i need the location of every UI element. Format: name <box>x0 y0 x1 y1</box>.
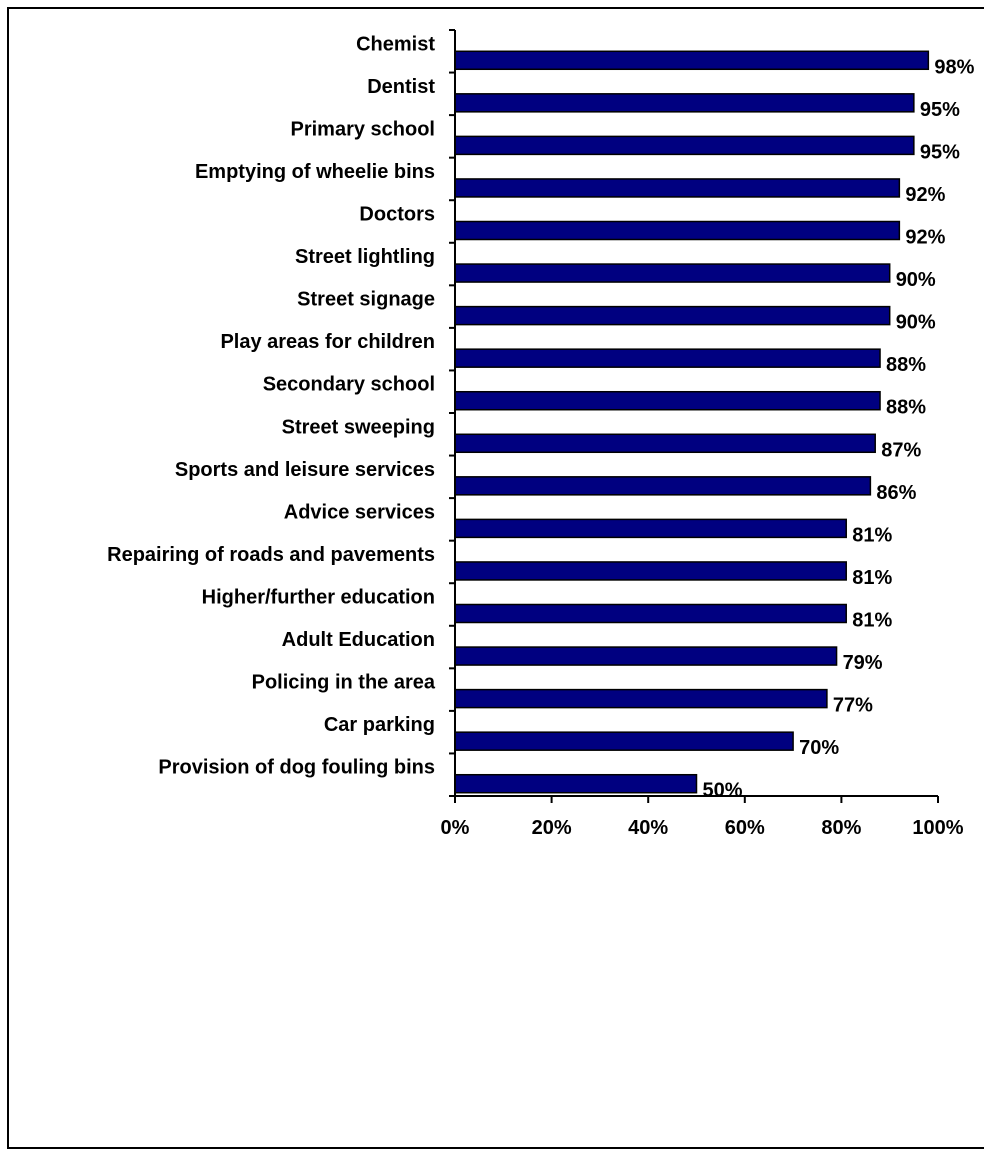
bar <box>454 646 838 666</box>
bar <box>454 773 698 794</box>
category-label: Primary school <box>290 118 435 140</box>
data-label: 95% <box>920 99 960 121</box>
data-label: 90% <box>896 312 936 334</box>
category-label: Chemist <box>356 33 435 55</box>
bar <box>454 220 901 241</box>
x-tick-label: 60% <box>725 817 765 839</box>
data-label: 88% <box>886 397 926 419</box>
category-label: Street signage <box>297 289 435 311</box>
bar <box>454 561 847 581</box>
x-tick-label: 80% <box>821 817 861 839</box>
bar <box>454 93 915 113</box>
bar <box>454 135 915 156</box>
data-label: 92% <box>905 227 945 249</box>
category-label: Secondary school <box>263 374 435 396</box>
x-tick-label: 0% <box>441 817 470 839</box>
category-label: Street lightling <box>295 246 435 268</box>
x-tick-label: 40% <box>628 817 668 839</box>
data-label: 88% <box>886 354 926 376</box>
data-label: 77% <box>833 695 873 717</box>
axes-group <box>449 29 939 803</box>
category-label: Dentist <box>367 76 435 98</box>
category-label: Emptying of wheelie bins <box>195 161 435 183</box>
bar <box>454 390 881 411</box>
data-label: 87% <box>881 439 921 461</box>
data-label: 92% <box>905 184 945 206</box>
bar <box>454 305 891 326</box>
data-label: 81% <box>852 567 892 589</box>
data-label: 86% <box>876 482 916 504</box>
category-label: Higher/further education <box>202 587 435 609</box>
bar <box>454 433 876 454</box>
data-label: 79% <box>843 652 883 674</box>
x-tick-label: 100% <box>912 817 963 839</box>
bar <box>454 178 901 198</box>
category-label: Car parking <box>324 714 435 736</box>
bar <box>454 731 794 751</box>
data-label: 81% <box>852 524 892 546</box>
data-label: 98% <box>934 56 974 78</box>
category-label: Play areas for children <box>220 331 435 353</box>
data-label: 95% <box>920 141 960 163</box>
category-label: Repairing of roads and pavements <box>107 544 435 566</box>
category-label: Policing in the area <box>252 672 436 694</box>
bar <box>454 688 828 709</box>
category-label: Advice services <box>284 501 435 523</box>
category-label: Sports and leisure services <box>175 459 435 481</box>
x-tick-label: 20% <box>532 817 572 839</box>
bar <box>454 518 847 539</box>
bar <box>454 263 891 283</box>
category-label: Provision of dog fouling bins <box>158 757 435 779</box>
category-label: Adult Education <box>282 629 435 651</box>
data-label: 50% <box>703 780 743 802</box>
bar <box>454 348 881 368</box>
category-label: Doctors <box>359 204 435 226</box>
data-label: 90% <box>896 269 936 291</box>
category-label: Street sweeping <box>282 416 435 438</box>
bar <box>454 476 872 496</box>
bar <box>454 50 930 71</box>
bars-group <box>454 50 930 794</box>
data-label: 70% <box>799 737 839 759</box>
labels-group: 0% 20% 40% 60% 80% 100% Chemist 98% Dentist 95% Pr… <box>107 33 974 839</box>
data-label: 81% <box>852 610 892 632</box>
bar <box>454 603 847 624</box>
